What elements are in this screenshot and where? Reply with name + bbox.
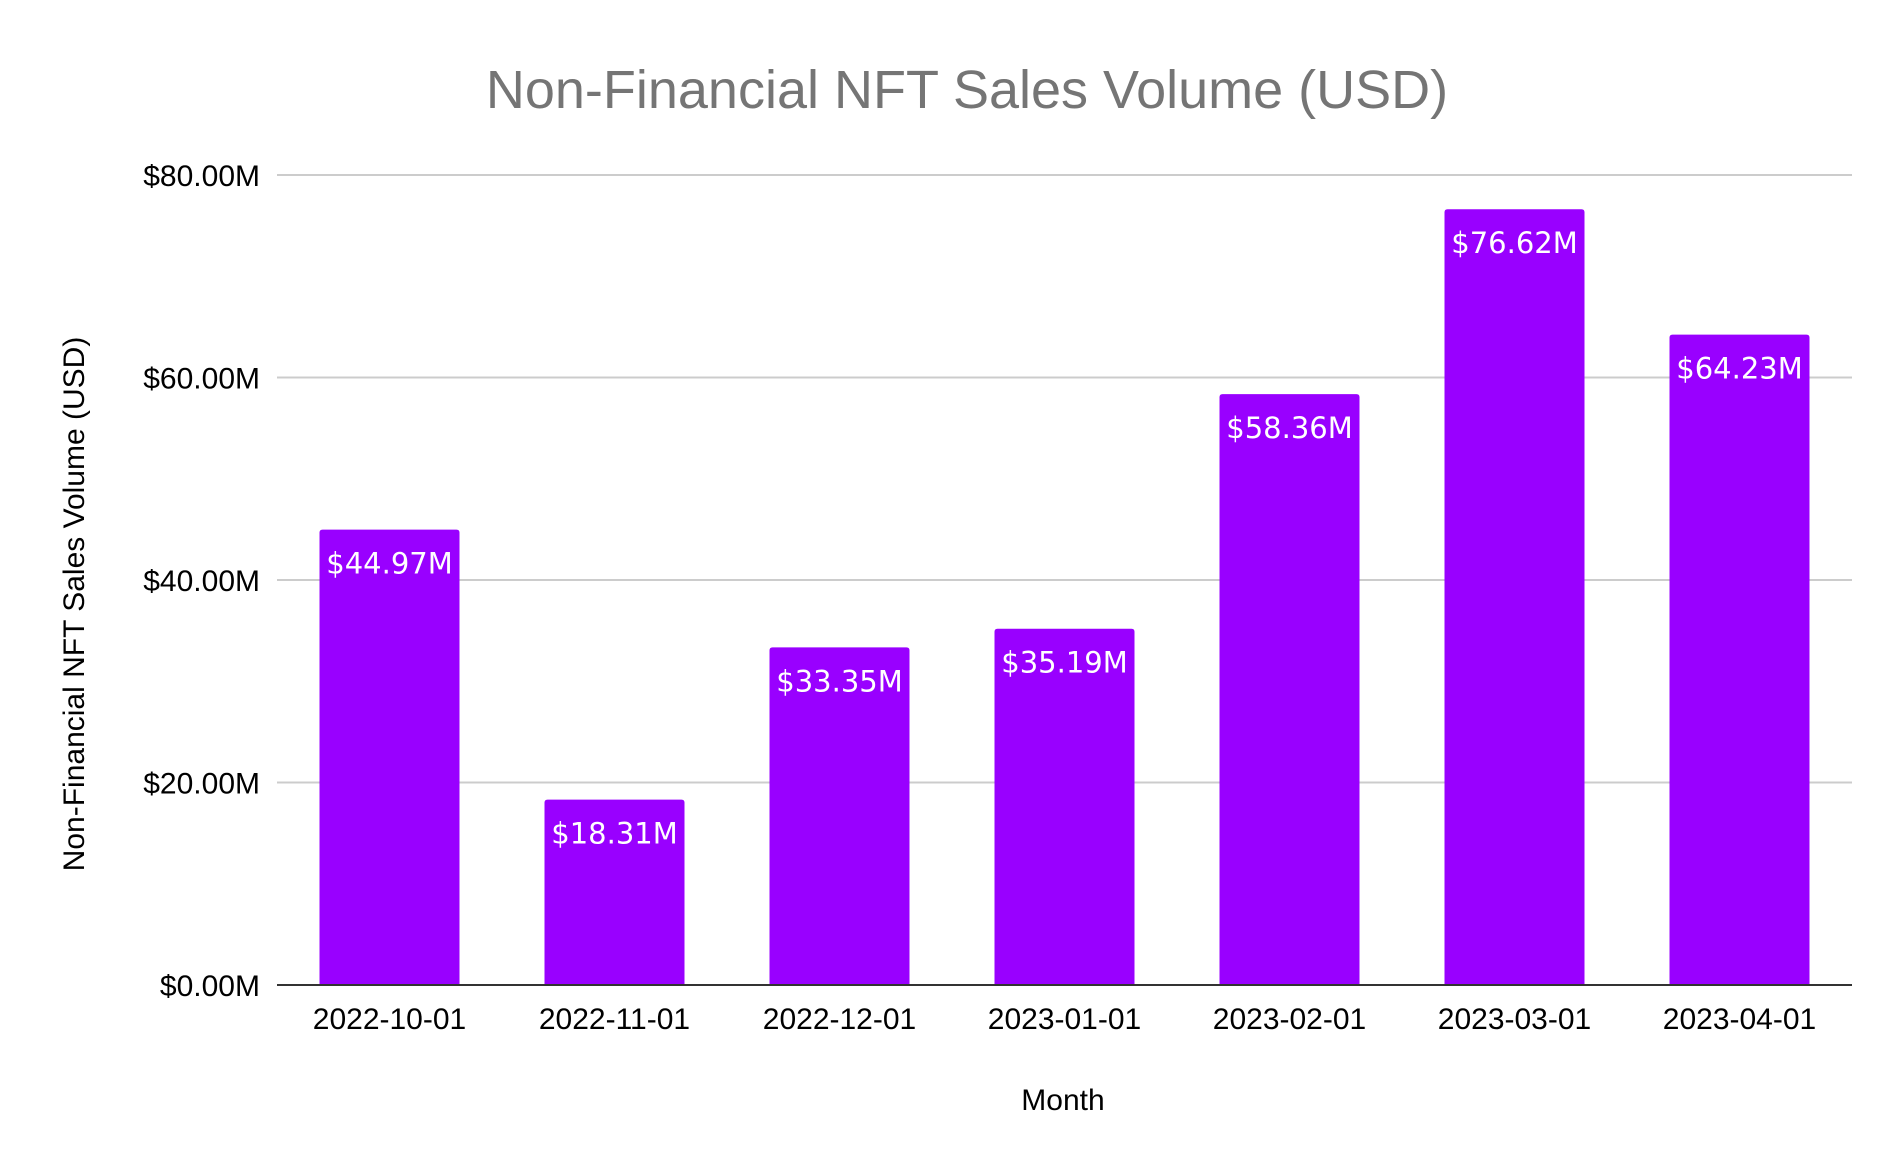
bar bbox=[1669, 334, 1810, 985]
bar-value-label: $76.62M bbox=[1451, 226, 1578, 260]
chart-title: Non-Financial NFT Sales Volume (USD) bbox=[486, 60, 1448, 120]
x-tick-label: 2023-03-01 bbox=[1438, 1003, 1591, 1036]
x-tick-label: 2023-02-01 bbox=[1213, 1003, 1366, 1036]
x-tick-label: 2022-11-01 bbox=[539, 1003, 690, 1036]
bars bbox=[319, 209, 1810, 986]
bar bbox=[769, 647, 910, 985]
bar bbox=[994, 628, 1135, 985]
y-tick-label: $80.00M bbox=[143, 160, 260, 193]
bar-value-label: $58.36M bbox=[1226, 411, 1353, 445]
bar bbox=[1444, 209, 1585, 985]
bar-value-label: $44.97M bbox=[326, 547, 453, 581]
bar-value-labels: $44.97M $18.31M $33.35M $35.19M $58.36M $76.6… bbox=[326, 226, 1803, 850]
bar bbox=[544, 799, 685, 985]
y-axis-title: Non-Financial NFT Sales Volume (USD) bbox=[58, 337, 91, 872]
y-tick-label: $60.00M bbox=[143, 363, 260, 396]
bar-value-label: $18.31M bbox=[551, 817, 678, 851]
x-tick-label: 2022-12-01 bbox=[763, 1003, 916, 1036]
x-tick-label: 2022-10-01 bbox=[313, 1003, 466, 1036]
y-tick-label: $40.00M bbox=[143, 565, 260, 598]
x-tick-label: 2023-04-01 bbox=[1663, 1003, 1816, 1036]
y-tick-label: $20.00M bbox=[143, 768, 260, 801]
x-tick-label: 2023-01-01 bbox=[988, 1003, 1141, 1036]
bar bbox=[1219, 394, 1360, 986]
y-axis-ticks: $0.00M $20.00M $40.00M $60.00M $80.00M bbox=[143, 160, 260, 1003]
x-axis-title: Month bbox=[1021, 1084, 1104, 1117]
bar-value-label: $64.23M bbox=[1676, 352, 1803, 386]
bar bbox=[319, 529, 460, 985]
x-axis-ticks: 2022-10-01 2022-11-01 2022-12-01 2023-01-01… bbox=[313, 1003, 1816, 1036]
bar-value-label: $33.35M bbox=[776, 664, 903, 698]
y-tick-label: $0.00M bbox=[160, 970, 260, 1003]
bar-value-label: $35.19M bbox=[1001, 646, 1128, 680]
